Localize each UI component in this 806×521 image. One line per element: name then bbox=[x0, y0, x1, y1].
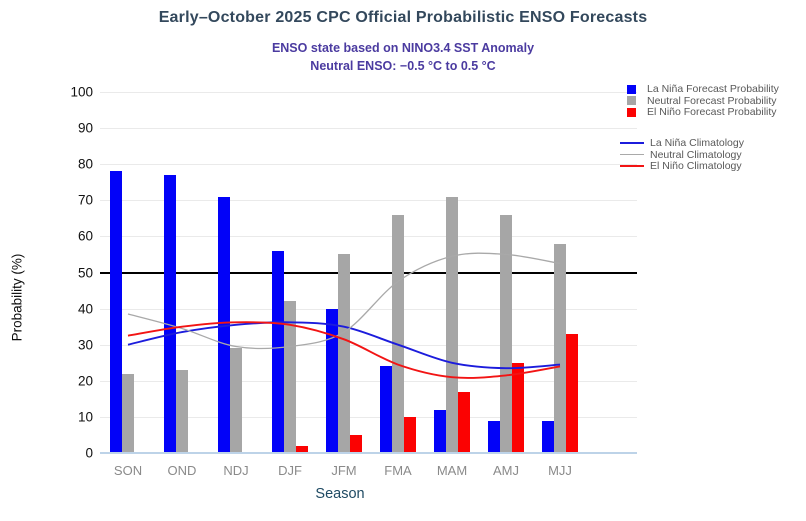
bar-el-ni-o-forecast-probability-mam bbox=[458, 391, 470, 453]
y-tick-label: 10 bbox=[77, 409, 93, 425]
legend-item-el-ni-o-climatology: El Niño Climatology bbox=[620, 160, 742, 172]
y-tick-label: 50 bbox=[77, 265, 93, 280]
bar-la-ni-a-forecast-probability-ndj bbox=[218, 196, 230, 453]
bar-neutral-forecast-probability-djf bbox=[284, 301, 296, 453]
y-axis-label: Probability (%) bbox=[9, 253, 25, 342]
bar-neutral-forecast-probability-mam bbox=[446, 196, 458, 453]
gridline bbox=[100, 164, 637, 166]
x-tick-label: AMJ bbox=[493, 463, 519, 478]
bar-el-ni-o-forecast-probability-amj bbox=[512, 362, 524, 453]
y-tick-label: 60 bbox=[77, 228, 93, 244]
bar-neutral-forecast-probability-fma bbox=[392, 214, 404, 453]
bar-la-ni-a-forecast-probability-son bbox=[110, 171, 122, 453]
bar-la-ni-a-forecast-probability-jfm bbox=[326, 308, 338, 453]
legend-item-neutral-climatology: Neutral Climatology bbox=[620, 149, 742, 161]
bar-neutral-forecast-probability-ndj bbox=[230, 348, 242, 453]
legend-label: Neutral Forecast Probability bbox=[647, 94, 777, 107]
y-tick-label: 40 bbox=[77, 301, 93, 317]
x-tick-label: DJF bbox=[278, 463, 302, 478]
chart-subtitle-line2: Neutral ENSO: −0.5 °C to 0.5 °C bbox=[310, 59, 496, 73]
y-tick-label: 30 bbox=[77, 337, 93, 353]
legend-item-el-ni-o-forecast-probability: El Niño Forecast Probability bbox=[620, 106, 777, 118]
legend-line-sample-icon bbox=[620, 154, 644, 155]
gridline bbox=[100, 380, 637, 382]
x-axis-label: Season bbox=[315, 486, 365, 502]
legend-label: El Niño Forecast Probability bbox=[647, 106, 777, 118]
chart-title: Early–October 2025 CPC Official Probabil… bbox=[158, 9, 648, 26]
x-tick-label: MAM bbox=[436, 463, 468, 478]
y-tick-label: 100 bbox=[70, 84, 93, 100]
legend-label: La Niña Forecast Probability bbox=[647, 83, 779, 95]
bar-el-ni-o-forecast-probability-fma bbox=[404, 416, 416, 453]
bar-el-ni-o-forecast-probability-djf bbox=[296, 445, 308, 453]
bar-la-ni-a-forecast-probability-mam bbox=[434, 409, 446, 453]
x-tick-label: OND bbox=[167, 463, 197, 478]
y-tick-label: 80 bbox=[77, 156, 93, 172]
gridline bbox=[100, 236, 637, 238]
legend-item-la-ni-a-climatology: La Niña Climatology bbox=[620, 137, 744, 149]
y-tick-label: 20 bbox=[77, 373, 93, 389]
bar-el-ni-o-forecast-probability-mjj bbox=[566, 333, 578, 453]
bar-el-ni-o-forecast-probability-jfm bbox=[350, 434, 362, 453]
bar-neutral-forecast-probability-amj bbox=[500, 214, 512, 453]
bar-la-ni-a-forecast-probability-djf bbox=[272, 250, 284, 453]
legend-label: La Niña Climatology bbox=[650, 137, 744, 149]
bar-neutral-forecast-probability-mjj bbox=[554, 243, 566, 453]
legend-item-neutral-forecast-probability: Neutral Forecast Probability bbox=[620, 95, 777, 107]
gridline bbox=[100, 416, 637, 418]
gridline bbox=[100, 128, 637, 130]
y-tick-label: 70 bbox=[77, 192, 93, 208]
x-tick-label: FMA bbox=[384, 463, 412, 478]
bar-neutral-forecast-probability-ond bbox=[176, 369, 188, 453]
bar-neutral-forecast-probability-son bbox=[122, 373, 134, 453]
legend-swatch-icon bbox=[627, 107, 636, 117]
bar-la-ni-a-forecast-probability-ond bbox=[164, 175, 176, 453]
bar-la-ni-a-forecast-probability-amj bbox=[488, 420, 500, 453]
legend-swatch-icon bbox=[627, 84, 636, 94]
x-axis-baseline bbox=[100, 452, 637, 454]
x-tick-label: SON bbox=[113, 463, 143, 478]
x-tick-label: MJJ bbox=[548, 463, 572, 478]
legend-swatch-icon bbox=[627, 96, 636, 105]
y-tick-label: 90 bbox=[77, 120, 93, 136]
chart-subtitle-line1: ENSO state based on NINO3.4 SST Anomaly bbox=[271, 41, 535, 55]
plot-area bbox=[100, 92, 637, 454]
gridline bbox=[100, 200, 637, 202]
x-tick-label: JFM bbox=[331, 463, 357, 478]
bar-la-ni-a-forecast-probability-mjj bbox=[542, 420, 554, 453]
legend-line-sample-icon bbox=[620, 165, 644, 167]
x-tick-label: NDJ bbox=[223, 463, 249, 478]
legend-label: Neutral Climatology bbox=[650, 148, 742, 161]
gridline bbox=[100, 92, 637, 93]
legend-line-sample-icon bbox=[620, 142, 644, 144]
y-tick-label: 0 bbox=[85, 445, 93, 461]
bar-la-ni-a-forecast-probability-fma bbox=[380, 366, 392, 453]
bar-neutral-forecast-probability-jfm bbox=[338, 254, 350, 453]
legend-item-la-ni-a-forecast-probability: La Niña Forecast Probability bbox=[620, 83, 779, 95]
legend-label: El Niño Climatology bbox=[650, 160, 742, 172]
